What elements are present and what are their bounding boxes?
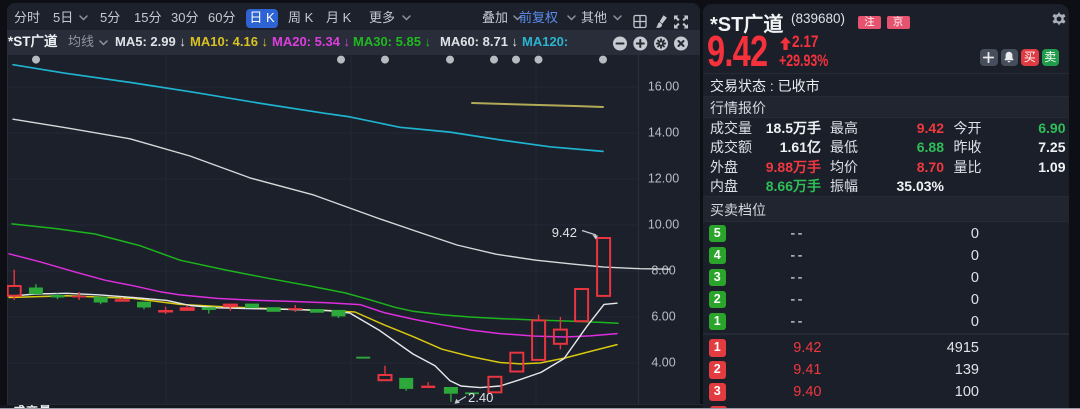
svg-text:6.00: 6.00 xyxy=(651,310,675,324)
svg-text:10.00: 10.00 xyxy=(648,218,679,232)
svg-text:14.00: 14.00 xyxy=(648,126,679,140)
svg-text:9.42: 9.42 xyxy=(552,225,577,240)
svg-text:12.00: 12.00 xyxy=(648,172,679,186)
svg-text:4.00: 4.00 xyxy=(651,356,675,370)
svg-text:16.00: 16.00 xyxy=(648,80,679,94)
svg-text:8.00: 8.00 xyxy=(651,264,675,278)
svg-text:2.40: 2.40 xyxy=(468,390,493,405)
